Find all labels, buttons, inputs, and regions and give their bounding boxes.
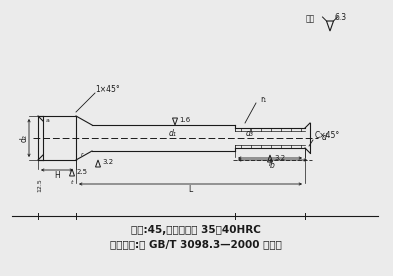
Text: 1.6: 1.6	[180, 118, 191, 123]
Text: 3.2: 3.2	[274, 155, 286, 161]
Text: 1×45°: 1×45°	[95, 86, 120, 94]
Text: l: l	[269, 158, 271, 168]
Text: d: d	[321, 134, 327, 142]
Text: C×45°: C×45°	[314, 131, 340, 140]
Text: 其余: 其余	[306, 15, 315, 23]
Text: L: L	[188, 184, 193, 193]
Text: H: H	[54, 171, 60, 179]
Text: d₃: d₃	[246, 129, 254, 139]
Text: 3.2: 3.2	[103, 160, 114, 166]
Text: t: t	[71, 179, 73, 184]
Text: b: b	[270, 161, 275, 169]
Text: r: r	[81, 153, 83, 158]
Text: d₂: d₂	[20, 134, 29, 142]
Text: 材料:45,热处理硬度 35～40HRC: 材料:45,热处理硬度 35～40HRC	[131, 225, 261, 235]
Text: 技术条件:按 GB/T 3098.3—2000 的规定: 技术条件:按 GB/T 3098.3—2000 的规定	[110, 239, 282, 249]
Text: a: a	[46, 118, 50, 123]
Text: 6.3: 6.3	[334, 12, 347, 22]
Text: 12.5: 12.5	[37, 178, 42, 192]
Text: d₁: d₁	[169, 129, 177, 139]
Text: 2.5: 2.5	[77, 169, 88, 174]
Text: r₁: r₁	[260, 95, 266, 105]
